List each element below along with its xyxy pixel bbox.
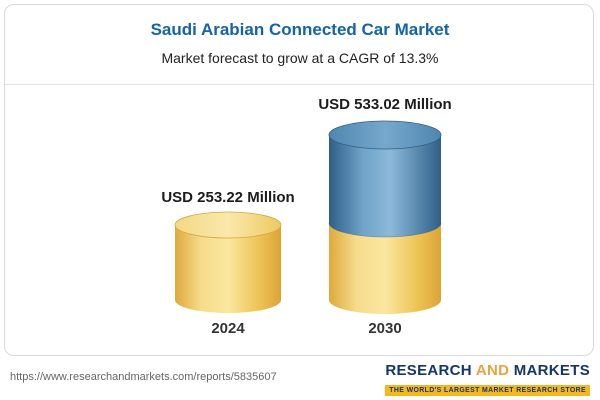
category-label-2024: 2024	[211, 320, 245, 337]
cylinder-2030	[328, 120, 442, 314]
value-label-2024: USD 253.22 Million	[161, 189, 295, 206]
value-label-2030: USD 533.02 Million	[318, 96, 452, 113]
cylinder-2024	[174, 211, 282, 313]
logo-word-research: RESEARCH	[385, 362, 472, 379]
cylinder-bar-chart	[174, 120, 442, 314]
header-divider	[5, 84, 595, 85]
research-and-markets-logo[interactable]: RESEARCH AND MARKETS THE WORLD'S LARGEST…	[385, 362, 590, 397]
logo-word-markets: MARKETS	[513, 362, 590, 379]
logo-word-and: AND	[475, 362, 510, 379]
logo-wordmark: RESEARCH AND MARKETS	[385, 362, 590, 379]
logo-tagline: THE WORLD'S LARGEST MARKET RESEARCH STOR…	[385, 385, 590, 396]
chart-subtitle: Market forecast to grow at a CAGR of 13.…	[161, 50, 439, 66]
category-label-2030: 2030	[368, 320, 402, 337]
report-url-link[interactable]: https://www.researchandmarkets.com/repor…	[10, 371, 277, 383]
chart-card	[4, 4, 594, 356]
chart-title: Saudi Arabian Connected Car Market	[150, 20, 450, 39]
